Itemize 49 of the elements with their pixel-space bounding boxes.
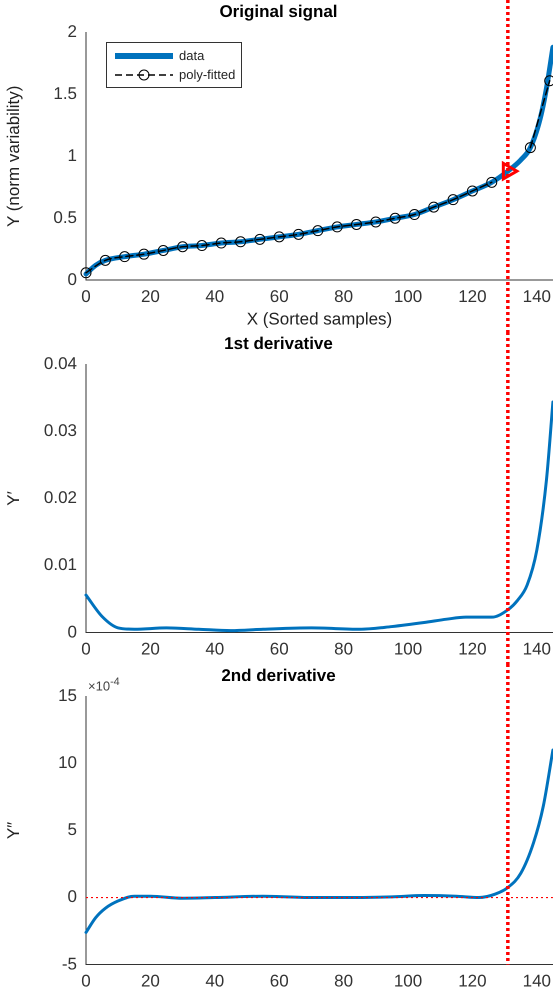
chart-title: 2nd derivative <box>221 666 336 685</box>
y-tick-label: 0.04 <box>44 354 77 374</box>
x-tick-label: 20 <box>140 639 160 658</box>
x-tick-label: 20 <box>140 287 160 306</box>
legend-label: data <box>179 48 204 64</box>
y-tick-label: 2 <box>68 22 77 42</box>
x-tick-label: 60 <box>270 971 289 990</box>
y-tick-label: 0.03 <box>44 421 77 440</box>
chart-title: Original signal <box>219 2 338 21</box>
x-tick-label: 120 <box>458 287 487 306</box>
y-axis-title: Y″ <box>4 822 23 840</box>
x-tick-label: 120 <box>458 971 487 990</box>
x-tick-label: 60 <box>270 287 289 306</box>
x-tick-label: 100 <box>394 971 422 990</box>
y-tick-label: 0.5 <box>53 208 77 227</box>
y-axis-title: Y′ <box>4 491 23 506</box>
y-tick-label: 1 <box>68 146 77 165</box>
x-tick-label: 140 <box>522 639 552 658</box>
x-tick-label: 0 <box>81 639 91 658</box>
text: ×10$^{-4}$ <box>88 676 120 694</box>
legend-label: poly-fitted <box>179 67 236 82</box>
y-tick-label: 5 <box>68 820 77 840</box>
x-tick-label: 140 <box>522 287 552 306</box>
y-tick-label: 10 <box>58 753 77 772</box>
y-tick-label: -5 <box>62 954 77 974</box>
x-tick-label: 40 <box>205 639 224 658</box>
x-tick-label: 0 <box>81 971 91 990</box>
y-tick-label: 0.02 <box>44 488 77 508</box>
y-axis-title: Y (norm variability) <box>4 86 23 227</box>
y-tick-label: 0.01 <box>44 555 77 574</box>
chart-title: 1st derivative <box>224 334 333 353</box>
x-tick-label: 40 <box>205 971 224 990</box>
x-tick-label: 80 <box>334 971 354 990</box>
x-tick-label: 20 <box>140 971 160 990</box>
x-tick-label: 40 <box>205 287 224 306</box>
x-tick-label: 120 <box>458 639 487 658</box>
y-tick-label: 15 <box>58 686 77 706</box>
x-tick-label: 0 <box>81 287 91 306</box>
x-tick-label: 80 <box>334 639 354 658</box>
y-tick-label: 0 <box>68 270 77 289</box>
x-tick-label: 100 <box>394 287 422 306</box>
x-tick-label: 80 <box>334 287 354 306</box>
y-tick-label: 1.5 <box>53 84 77 104</box>
y-tick-label: 0 <box>68 622 77 642</box>
y-tick-label: 0 <box>68 887 77 906</box>
x-tick-label: 140 <box>522 971 552 990</box>
x-axis-title: X (Sorted samples) <box>246 309 392 328</box>
x-tick-label: 100 <box>394 639 422 658</box>
x-tick-label: 60 <box>270 639 289 658</box>
